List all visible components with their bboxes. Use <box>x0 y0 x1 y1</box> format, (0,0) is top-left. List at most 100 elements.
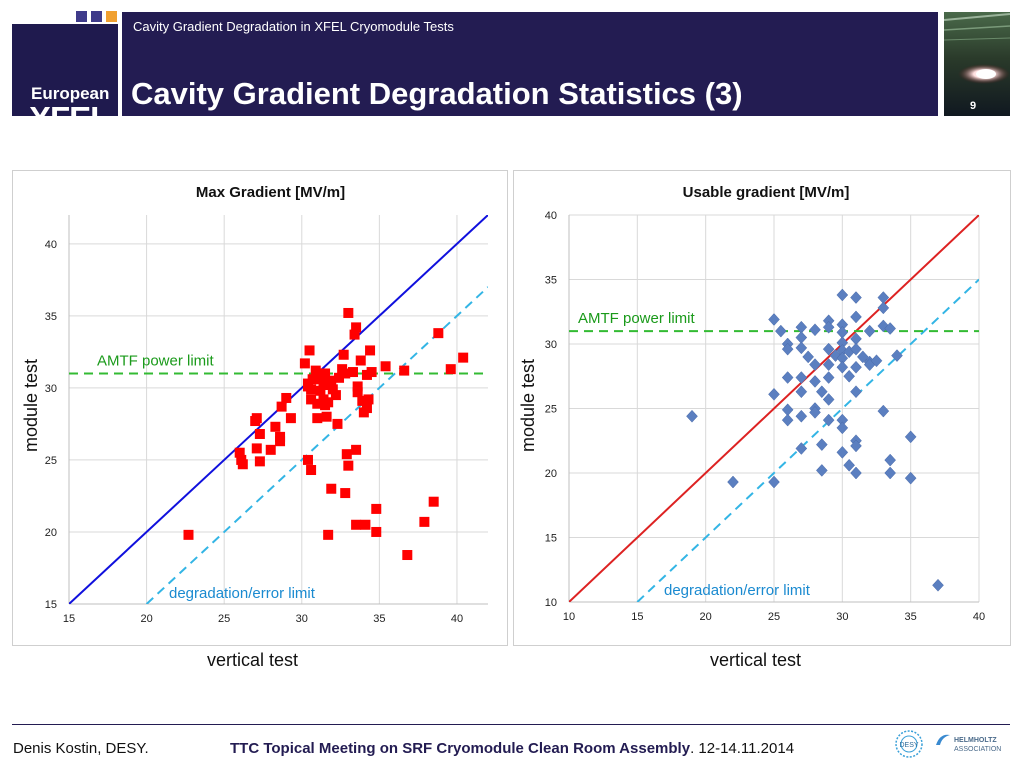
data-point <box>312 398 323 409</box>
y-tick-label: 25 <box>545 404 557 416</box>
logo-line2: XFEL <box>29 100 110 137</box>
data-point <box>809 323 821 337</box>
data-point <box>768 475 780 489</box>
data-point <box>330 390 341 401</box>
data-point <box>850 360 862 374</box>
footer-divider <box>12 724 1010 725</box>
data-point <box>815 438 828 451</box>
data-point <box>850 291 862 304</box>
data-point <box>361 403 372 414</box>
y-tick-label: 15 <box>545 533 557 545</box>
max-gradient-panel: Max Gradient [MV/m] 15 20 25 30 35 40 15 20 25 30 3… <box>12 170 508 646</box>
data-point <box>315 385 326 396</box>
y-tick-label: 30 <box>545 339 557 351</box>
data-point <box>237 459 248 470</box>
data-point <box>850 439 862 453</box>
logo-square-blue-1 <box>76 11 87 22</box>
data-point <box>809 375 821 388</box>
data-point <box>836 445 849 459</box>
data-point <box>304 345 315 356</box>
data-point <box>323 397 334 408</box>
logo-square-white <box>12 11 74 22</box>
data-point <box>265 444 276 455</box>
data-point <box>891 349 903 362</box>
data-point <box>371 526 382 537</box>
y-tick-label: 20 <box>45 527 57 539</box>
x-tick-label: 25 <box>218 613 230 625</box>
data-point <box>343 460 354 471</box>
data-point <box>428 496 439 507</box>
left-ylabel: module test <box>21 358 41 452</box>
degradation-limit-label: degradation/error limit <box>664 582 811 599</box>
data-point <box>815 464 828 477</box>
data-point <box>850 310 862 324</box>
data-point <box>341 449 352 460</box>
data-point <box>433 328 444 339</box>
x-tick-label: 25 <box>768 611 780 623</box>
helmholtz-line2: ASSOCIATION <box>954 746 1002 753</box>
european-xfel-logo: European XFEL <box>12 11 118 137</box>
data-point <box>251 443 262 454</box>
data-point <box>254 456 265 467</box>
chart-title: Max Gradient [MV/m] <box>196 184 345 201</box>
data-point <box>822 358 835 372</box>
helmholtz-icon <box>934 731 952 754</box>
header-photo-art <box>944 12 1010 116</box>
desy-label: DESY <box>899 742 918 749</box>
data-point <box>285 413 296 424</box>
title-bar <box>122 12 938 116</box>
x-tick-label: 35 <box>905 611 917 623</box>
data-point <box>360 519 371 530</box>
x-tick-label: 15 <box>63 613 75 625</box>
data-point <box>458 352 469 363</box>
y-tick-label: 35 <box>545 275 557 287</box>
data-point <box>254 428 265 439</box>
plot-area <box>569 215 979 602</box>
logo-square-blue-2 <box>91 11 102 22</box>
y-tick-label: 15 <box>45 599 57 611</box>
right-xlabel: vertical test <box>710 650 802 670</box>
data-point <box>781 413 794 427</box>
x-tick-label: 30 <box>296 613 308 625</box>
footer-author: Denis Kostin, DESY. <box>13 740 149 757</box>
data-point <box>234 447 245 458</box>
data-point <box>795 371 808 384</box>
degradation-limit-line <box>636 278 979 602</box>
degradation-limit-line <box>145 286 488 604</box>
data-point <box>795 442 808 455</box>
data-point <box>351 444 362 455</box>
plot-area <box>69 215 488 604</box>
y-tick-label: 25 <box>45 455 57 467</box>
data-point <box>352 387 363 398</box>
slide-title: Cavity Gradient Degradation Statistics (… <box>131 76 743 111</box>
data-point <box>856 350 869 364</box>
helmholtz-logo-text: HELMHOLTZ ASSOCIATION <box>954 736 1001 754</box>
data-point <box>321 411 332 422</box>
x-tick-label: 40 <box>973 611 985 623</box>
desy-logo-icon: DESY <box>895 730 923 758</box>
data-point <box>323 529 334 540</box>
meeting-title: TTC Topical Meeting on SRF Cryomodule Cl… <box>230 740 691 757</box>
data-point <box>320 368 331 379</box>
data-point <box>275 436 286 447</box>
data-point <box>836 288 849 302</box>
y-tick-label: 40 <box>545 210 557 222</box>
data-point <box>781 371 794 384</box>
data-point <box>352 381 363 392</box>
desy-logo: DESY <box>894 729 924 764</box>
data-point <box>338 349 349 360</box>
logo-square-orange <box>106 11 117 22</box>
data-point <box>850 466 862 480</box>
x-tick-label: 15 <box>631 611 643 623</box>
data-point <box>365 345 376 356</box>
data-point <box>351 519 362 530</box>
data-point <box>351 322 362 333</box>
data-point <box>795 385 808 399</box>
data-point <box>802 350 815 364</box>
degradation-limit-label: degradation/error limit <box>169 585 316 602</box>
data-point <box>843 369 856 383</box>
data-point <box>822 371 835 384</box>
x-tick-label: 20 <box>140 613 152 625</box>
data-point <box>281 392 292 403</box>
page-number: 9 <box>970 100 977 112</box>
